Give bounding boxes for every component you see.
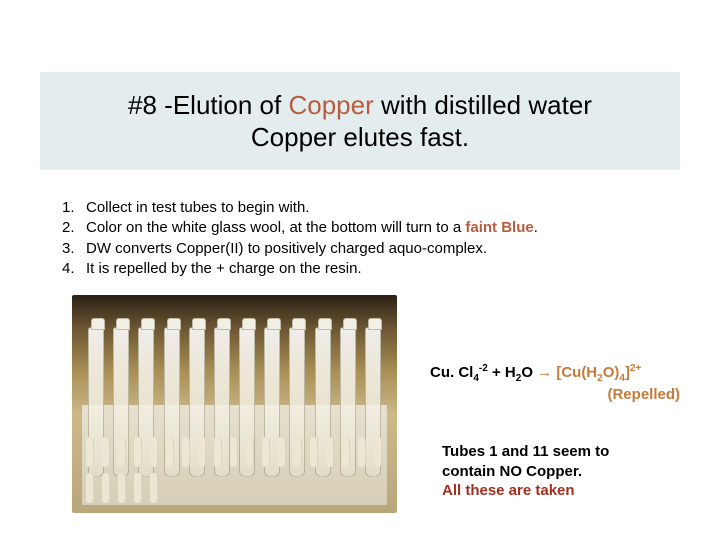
list-text-post: . — [534, 219, 538, 236]
eq-reactant1: Cu. Cl — [430, 364, 473, 381]
note-line: Tubes 1 and 11 seem to — [442, 442, 692, 462]
list-item: 2. Color on the white glass wool, at the… — [62, 218, 662, 238]
eq-sub: 4 — [473, 373, 479, 384]
list-text: Color on the white glass wool, at the bo… — [86, 218, 538, 238]
rack-pegs — [86, 433, 383, 503]
list-text-main: Color on the white glass wool, at the bo… — [86, 219, 465, 236]
title-block: #8 -Elution of Copper with distilled wat… — [40, 72, 680, 170]
title-line-1: #8 -Elution of Copper with distilled wat… — [128, 89, 592, 122]
list-text: DW converts Copper(II) to positively cha… — [86, 239, 487, 259]
title-line-2: Copper elutes fast. — [251, 121, 469, 154]
note-line-accent: All these are taken — [442, 481, 692, 501]
numbered-list: 1. Collect in test tubes to begin with. … — [62, 198, 662, 279]
note-block: Tubes 1 and 11 seem to contain NO Copper… — [442, 442, 692, 501]
list-text-accent: faint Blue — [465, 219, 533, 236]
list-item: 3. DW converts Copper(II) to positively … — [62, 239, 662, 259]
list-number: 3. — [62, 239, 86, 259]
eq-h2o-post: O — [521, 364, 537, 381]
eq-product: [Cu(H2O)4]2+ — [552, 364, 641, 381]
list-number: 4. — [62, 259, 86, 279]
list-item: 1. Collect in test tubes to begin with. — [62, 198, 662, 218]
list-number: 2. — [62, 218, 86, 238]
equation-block: Cu. Cl4-2 + H2O → [Cu(H2O)4]2+ (Repelled… — [430, 362, 710, 405]
title-accent: Copper — [288, 90, 373, 120]
list-number: 1. — [62, 198, 86, 218]
title-post: with distilled water — [374, 90, 592, 120]
eq-plus: + H — [488, 364, 516, 381]
note-line: contain NO Copper. — [442, 462, 692, 482]
list-text: Collect in test tubes to begin with. — [86, 198, 309, 218]
list-text: It is repelled by the + charge on the re… — [86, 259, 362, 279]
eq-repelled: (Repelled) — [430, 385, 710, 405]
eq-arrow: → — [537, 364, 552, 381]
list-item: 4. It is repelled by the + charge on the… — [62, 259, 662, 279]
eq-sup: -2 — [479, 363, 488, 374]
test-tube-photo — [72, 295, 397, 513]
title-pre: #8 -Elution of — [128, 90, 288, 120]
